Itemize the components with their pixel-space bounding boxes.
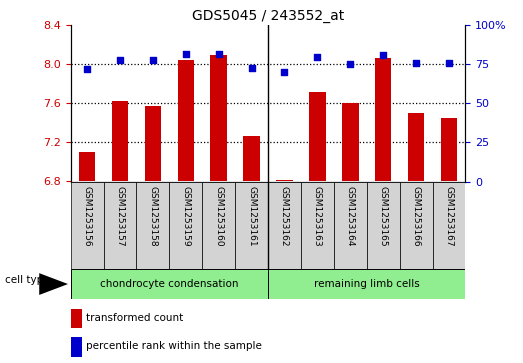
Point — [116, 57, 124, 63]
Text: GSM1253167: GSM1253167 — [445, 186, 453, 246]
Bar — [433, 182, 465, 269]
Bar — [301, 182, 334, 269]
Bar — [79, 152, 95, 182]
Point — [280, 69, 289, 75]
Bar — [235, 182, 268, 269]
Bar — [177, 60, 194, 182]
Text: GSM1253157: GSM1253157 — [116, 186, 124, 246]
Point — [181, 50, 190, 56]
Text: GSM1253161: GSM1253161 — [247, 186, 256, 246]
Text: GSM1253156: GSM1253156 — [83, 186, 92, 246]
Text: remaining limb cells: remaining limb cells — [314, 279, 419, 289]
Text: GSM1253163: GSM1253163 — [313, 186, 322, 246]
Bar — [334, 182, 367, 269]
Bar — [145, 106, 161, 182]
Bar — [71, 269, 268, 299]
Bar — [71, 337, 83, 356]
Point — [445, 60, 453, 66]
Bar — [112, 101, 128, 182]
Text: GSM1253160: GSM1253160 — [214, 186, 223, 246]
Point — [83, 66, 91, 72]
Point — [412, 60, 420, 66]
Bar — [169, 182, 202, 269]
Polygon shape — [39, 273, 68, 295]
Point — [149, 57, 157, 63]
Bar — [104, 182, 137, 269]
Text: GSM1253159: GSM1253159 — [181, 186, 190, 246]
Bar — [71, 309, 83, 329]
Text: chondrocyte condensation: chondrocyte condensation — [100, 279, 238, 289]
Text: GSM1253158: GSM1253158 — [149, 186, 157, 246]
Point — [346, 61, 355, 67]
Text: GSM1253164: GSM1253164 — [346, 186, 355, 246]
Bar — [400, 182, 433, 269]
Bar — [441, 118, 457, 182]
Point — [313, 54, 322, 60]
Bar — [268, 269, 465, 299]
Bar — [268, 182, 301, 269]
Text: transformed count: transformed count — [86, 313, 184, 323]
Text: percentile rank within the sample: percentile rank within the sample — [86, 342, 262, 351]
Bar — [309, 92, 326, 182]
Text: cell type: cell type — [5, 276, 50, 285]
Bar — [342, 103, 359, 182]
Bar — [202, 182, 235, 269]
Bar — [276, 180, 293, 182]
Title: GDS5045 / 243552_at: GDS5045 / 243552_at — [192, 9, 344, 23]
Bar — [408, 113, 424, 182]
Point — [214, 50, 223, 56]
Bar — [210, 55, 227, 182]
Bar — [375, 58, 391, 182]
Bar — [243, 136, 260, 182]
Bar — [367, 182, 400, 269]
Text: GSM1253166: GSM1253166 — [412, 186, 420, 246]
Text: GSM1253162: GSM1253162 — [280, 186, 289, 246]
Point — [379, 52, 388, 58]
Text: GSM1253165: GSM1253165 — [379, 186, 388, 246]
Point — [247, 65, 256, 70]
Bar — [71, 182, 104, 269]
Bar — [137, 182, 169, 269]
